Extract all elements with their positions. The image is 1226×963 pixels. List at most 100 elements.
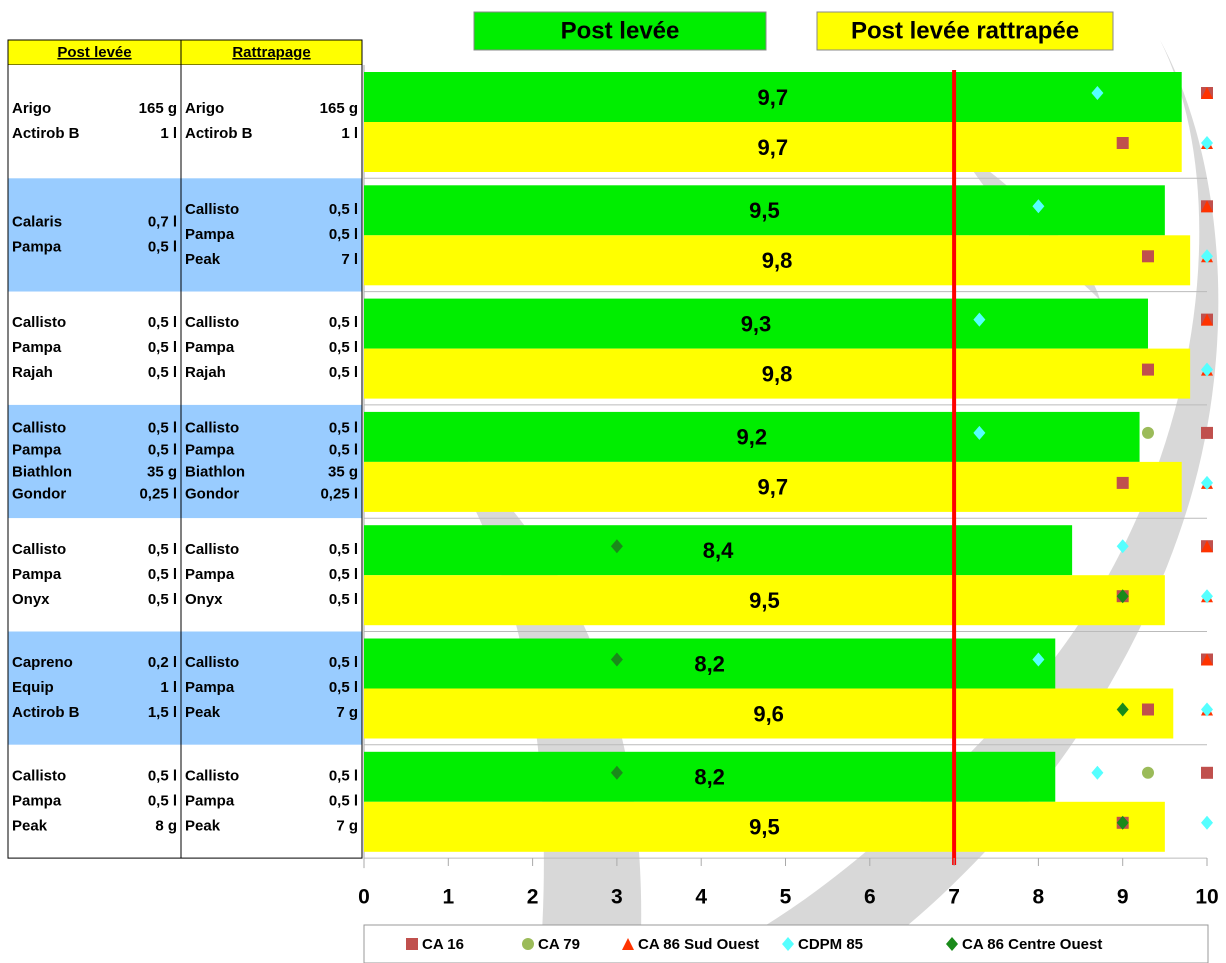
product-name: Callisto [185, 314, 239, 331]
product-name: Peak [185, 251, 221, 268]
x-tick-label: 8 [1033, 886, 1045, 909]
group-cell [8, 518, 181, 632]
value-label: 9,3 [741, 311, 772, 336]
group-cell [181, 744, 362, 859]
group-cell [181, 178, 362, 292]
bar [364, 751, 1056, 802]
product-dose: 0,5 l [329, 364, 358, 381]
group-cell [8, 65, 181, 179]
value-label: 9,8 [762, 361, 793, 386]
product-name: Onyx [12, 591, 50, 608]
value-label: 9,2 [736, 425, 767, 450]
group-cell [8, 744, 181, 859]
bar [364, 122, 1182, 172]
product-name: Pampa [185, 566, 235, 583]
marker-diamond [1201, 589, 1213, 604]
marker-diamond [1032, 199, 1045, 214]
product-name: Callisto [185, 201, 239, 218]
value-label: 8,2 [694, 651, 725, 676]
legend-label: CA 86 Centre Ouest [962, 936, 1102, 953]
marker-diamond [610, 652, 623, 667]
product-name: Pampa [185, 679, 235, 696]
product-dose: 0,25 l [139, 486, 177, 503]
series-title: Post levée rattrapée [851, 17, 1079, 44]
product-dose: 0,5 l [148, 566, 177, 583]
marker-diamond [1201, 362, 1213, 377]
product-dose: 7 g [336, 704, 358, 721]
product-name: Pampa [12, 339, 62, 356]
legend-label: CA 16 [422, 936, 464, 953]
marker-square [1201, 766, 1213, 779]
x-tick-label: 2 [527, 886, 539, 909]
bar [364, 348, 1191, 399]
marker-square [1141, 703, 1154, 716]
group-cell [181, 404, 362, 519]
x-tick-label: 4 [695, 886, 707, 909]
x-tick-label: 3 [611, 886, 623, 909]
product-dose: 7 g [336, 817, 358, 834]
product-dose: 0,5 l [329, 654, 358, 671]
x-tick-label: 9 [1117, 886, 1129, 909]
marker-diamond [946, 937, 958, 951]
product-name: Callisto [185, 654, 239, 671]
marker-diamond [610, 765, 623, 780]
product-name: Pampa [12, 238, 62, 255]
product-name: Rajah [12, 364, 53, 381]
marker-triangle [1201, 87, 1213, 99]
table-border [7, 39, 363, 859]
product-name: Peak [12, 817, 48, 834]
marker-diamond [1032, 652, 1045, 667]
marker-circle [522, 938, 534, 950]
product-dose: 0,5 l [148, 591, 177, 608]
x-tick-label: 5 [780, 886, 792, 909]
product-dose: 0,5 l [148, 442, 177, 459]
x-tick-label: 7 [948, 886, 960, 909]
product-dose: 0,5 l [329, 339, 358, 356]
x-tick-label: 1 [442, 886, 454, 909]
header-label: Post levée [57, 44, 131, 61]
product-dose: 35 g [328, 464, 358, 481]
x-tick-label: 6 [864, 886, 876, 909]
marker-square [406, 938, 418, 950]
product-dose: 0,5 l [148, 541, 177, 558]
product-dose: 0,2 l [148, 654, 177, 671]
product-dose: 0,5 l [148, 420, 177, 437]
bar [364, 411, 1140, 462]
bar [364, 298, 1148, 349]
product-dose: 0,5 l [329, 541, 358, 558]
marker-square [1201, 426, 1213, 439]
bar [364, 235, 1191, 286]
product-name: Actirob B [12, 704, 80, 721]
marker-diamond [1201, 702, 1213, 717]
product-name: Peak [185, 817, 221, 834]
product-dose: 0,5 l [329, 792, 358, 809]
product-name: Pampa [12, 566, 62, 583]
marker-square [1141, 363, 1154, 376]
bar [364, 688, 1174, 739]
product-name: Callisto [185, 767, 239, 784]
group-cell [8, 291, 181, 405]
product-dose: 0,5 l [329, 420, 358, 437]
marker-diamond [1201, 475, 1213, 490]
group-cell [8, 631, 181, 745]
product-dose: 0,5 l [329, 767, 358, 784]
product-name: Pampa [12, 792, 62, 809]
marker-diamond [1201, 249, 1213, 264]
bar [364, 185, 1165, 236]
bar [364, 461, 1182, 512]
value-label: 9,7 [758, 475, 789, 500]
group-cell [181, 518, 362, 632]
marker-circle [1141, 426, 1154, 439]
treatment-table: Post levée Rattrapage Arigo 165 g Actirob B 1… [7, 39, 363, 859]
product-name: Capreno [12, 654, 73, 671]
value-label: 9,8 [762, 248, 793, 273]
marker-diamond [610, 539, 623, 554]
product-dose: 0,5 l [148, 314, 177, 331]
product-name: Callisto [12, 420, 66, 437]
group-cell [181, 291, 362, 405]
value-label: 9,7 [758, 135, 789, 160]
group-cell [8, 178, 181, 292]
product-dose: 1 l [160, 679, 177, 696]
title-box [473, 11, 767, 51]
